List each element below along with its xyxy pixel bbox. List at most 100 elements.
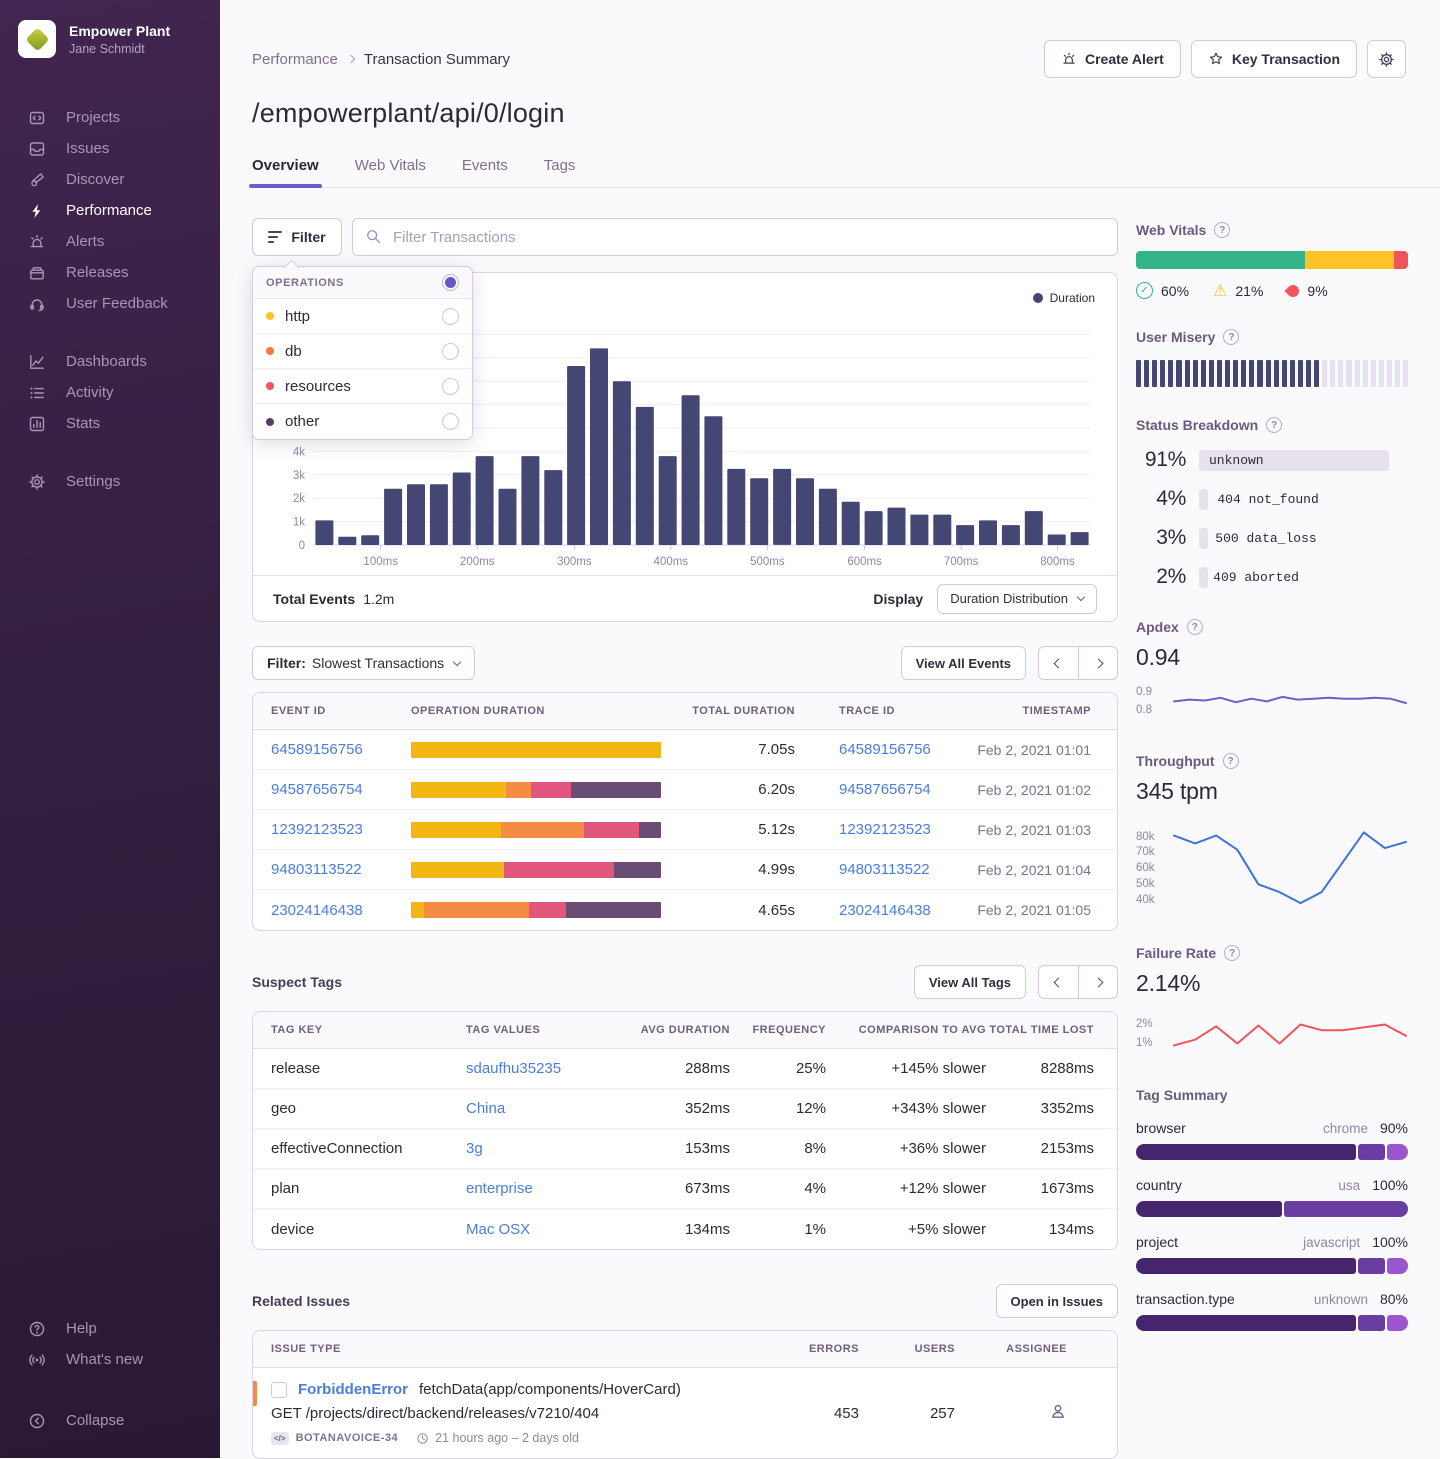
prev-page-button[interactable] (1038, 646, 1078, 680)
display-select[interactable]: Duration Distribution (937, 584, 1097, 614)
tag-time-lost: 8288ms (986, 1060, 1094, 1077)
alerts-icon (28, 233, 46, 251)
trace-id-link[interactable]: 23024146438 (839, 902, 931, 919)
chart-legend[interactable]: Duration (1033, 291, 1095, 305)
help-question-icon[interactable]: ? (1224, 945, 1240, 961)
status-row: 2%409 aborted (1136, 565, 1408, 589)
search-icon (365, 228, 382, 249)
issue-checkbox[interactable] (271, 1382, 287, 1398)
misery-segment (1160, 360, 1165, 387)
operation-radio[interactable] (442, 343, 459, 360)
events-filter-select[interactable]: Filter: Slowest Transactions (252, 646, 475, 680)
tab-events[interactable]: Events (462, 157, 508, 187)
help-question-icon[interactable]: ? (1266, 417, 1282, 433)
tab-web-vitals[interactable]: Web Vitals (355, 157, 426, 187)
trace-id-link[interactable]: 64589156756 (839, 741, 931, 758)
sidebar-item-user-feedback[interactable]: User Feedback (28, 288, 208, 319)
chevron-left-icon (1054, 658, 1064, 668)
sidebar-item-alerts[interactable]: Alerts (28, 226, 208, 257)
tab-overview[interactable]: Overview (252, 157, 319, 187)
misery-segment (1257, 360, 1262, 387)
sidebar-item-releases[interactable]: Releases (28, 257, 208, 288)
search-input[interactable] (352, 218, 1118, 256)
help-question-icon[interactable]: ? (1223, 753, 1239, 769)
tag-value-link[interactable]: Mac OSX (466, 1221, 530, 1238)
page-title: /empowerplant/api/0/login (252, 98, 1440, 129)
operation-radio[interactable] (442, 413, 459, 430)
sidebar-item-dashboards[interactable]: Dashboards (28, 346, 208, 377)
operation-color-dot (266, 418, 274, 426)
sidebar-item-activity[interactable]: Activity (28, 377, 208, 408)
sidebar-item-what-s-new[interactable]: What's new (28, 1344, 208, 1375)
svg-text:100ms: 100ms (363, 556, 398, 568)
event-id-link[interactable]: 12392123523 (271, 821, 363, 838)
sidebar-item-stats[interactable]: Stats (28, 408, 208, 439)
org-switcher[interactable]: Empower Plant Jane Schmidt (0, 16, 220, 58)
misery-segment (1282, 360, 1287, 387)
page-header: Performance Transaction Summary Create A… (220, 40, 1440, 188)
sidebar-item-settings[interactable]: Settings (28, 466, 208, 497)
misery-segment (1363, 360, 1368, 387)
tag-value-link[interactable]: sdaufhu35235 (466, 1060, 561, 1077)
event-id-link[interactable]: 94803113522 (271, 861, 362, 878)
transaction-settings-button[interactable] (1367, 40, 1406, 78)
main-column: Filter OPERATIONS httpdbresourcesother (252, 188, 1118, 1458)
tag-summary-value: usa (1338, 1178, 1360, 1193)
breadcrumb-performance[interactable]: Performance (252, 51, 338, 68)
operation-item-db[interactable]: db (253, 334, 472, 369)
legend-label: Duration (1050, 291, 1095, 305)
filter-icon (268, 231, 282, 242)
sidebar-item-performance[interactable]: Performance (28, 195, 208, 226)
trace-id-link[interactable]: 94587656754 (839, 781, 931, 798)
next-page-button[interactable] (1078, 646, 1118, 680)
sidebar-item-projects[interactable]: Projects (28, 102, 208, 133)
event-id-link[interactable]: 64589156756 (271, 741, 363, 758)
next-page-button[interactable] (1078, 965, 1118, 999)
misery-segment (1241, 360, 1246, 387)
star-icon (1208, 51, 1224, 67)
misery-segment (1355, 360, 1360, 387)
sidebar-item-issues[interactable]: Issues (28, 133, 208, 164)
open-in-issues-button[interactable]: Open in Issues (996, 1284, 1118, 1318)
tab-tags[interactable]: Tags (544, 157, 576, 187)
operation-item-resources[interactable]: resources (253, 369, 472, 404)
throughput-title: Throughput (1136, 753, 1215, 769)
key-transaction-button[interactable]: Key Transaction (1191, 40, 1357, 78)
operation-item-http[interactable]: http (253, 299, 472, 334)
status-row: 4%404 not_found (1136, 487, 1408, 511)
sidebar-item-collapse[interactable]: Collapse (28, 1405, 208, 1436)
event-id-link[interactable]: 94587656754 (271, 781, 363, 798)
tag-value-link[interactable]: China (466, 1100, 505, 1117)
operation-item-other[interactable]: other (253, 404, 472, 439)
create-alert-button[interactable]: Create Alert (1044, 40, 1181, 78)
filter-row: Filter OPERATIONS httpdbresourcesother (252, 218, 1118, 256)
operations-all-radio[interactable] (442, 274, 459, 291)
issue-type-link[interactable]: ForbiddenError (298, 1381, 408, 1398)
view-all-events-button[interactable]: View All Events (901, 646, 1026, 680)
operation-radio[interactable] (442, 308, 459, 325)
sidebar-nav-group: DashboardsActivityStats (28, 346, 208, 439)
misery-segment (1144, 360, 1149, 387)
suspect-tags-table: TAG KEYTAG VALUESAVG DURATIONFREQUENCYCO… (252, 1011, 1118, 1250)
tag-value-link[interactable]: enterprise (466, 1180, 533, 1197)
issue-assignee[interactable] (955, 1402, 1093, 1424)
trace-id-link[interactable]: 12392123523 (839, 821, 931, 838)
help-question-icon[interactable]: ? (1214, 222, 1230, 238)
tag-value-link[interactable]: 3g (466, 1140, 483, 1157)
sidebar-item-discover[interactable]: Discover (28, 164, 208, 195)
event-id-link[interactable]: 23024146438 (271, 902, 363, 919)
help-question-icon[interactable]: ? (1187, 619, 1203, 635)
sidebar-item-label: What's new (66, 1351, 143, 1368)
operations-dropdown-header[interactable]: OPERATIONS (253, 267, 472, 299)
help-question-icon[interactable]: ? (1223, 329, 1239, 345)
tag-summary-section: Tag Summary browserchrome90%countryusa10… (1136, 1087, 1408, 1331)
filter-button[interactable]: Filter (252, 218, 342, 256)
trace-id-link[interactable]: 94803113522 (839, 861, 930, 878)
suspect-tags-header: Suspect Tags View All Tags (252, 965, 1118, 999)
operation-radio[interactable] (442, 378, 459, 395)
prev-page-button[interactable] (1038, 965, 1078, 999)
status-label: 409 aborted (1213, 570, 1299, 585)
sidebar-item-help[interactable]: Help (28, 1313, 208, 1344)
view-all-tags-button[interactable]: View All Tags (914, 965, 1026, 999)
suspect-tags-table-header: TAG KEYTAG VALUESAVG DURATIONFREQUENCYCO… (253, 1012, 1117, 1049)
